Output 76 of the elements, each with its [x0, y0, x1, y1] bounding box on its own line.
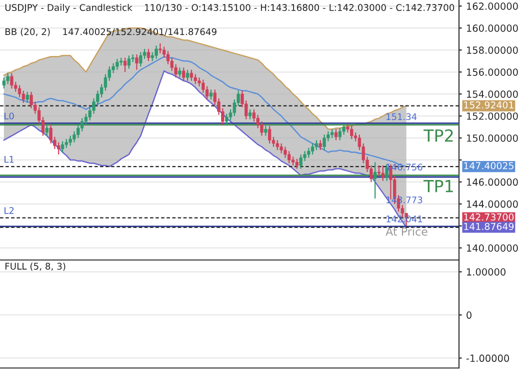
candlestick — [276, 140, 279, 151]
annotation: L1 — [4, 156, 14, 163]
ref-line-label: TP2 — [424, 129, 453, 142]
annotation: At Price — [386, 227, 428, 236]
candlestick — [322, 134, 326, 151]
candlestick — [307, 147, 310, 158]
y-tick-label: 144.00000 — [467, 200, 518, 208]
candlestick — [178, 67, 182, 78]
ref-line-label: 141.87649 — [464, 222, 514, 230]
candlestick — [264, 125, 268, 136]
candlestick — [26, 91, 29, 104]
candlestick — [84, 113, 88, 126]
y-tick-label: 156.00000 — [467, 68, 518, 76]
candlestick — [80, 118, 84, 132]
candlestick — [139, 52, 142, 68]
annotation: L0 — [4, 112, 14, 120]
ref-line-label: 152.92401 — [464, 101, 514, 109]
candlestick — [280, 142, 283, 154]
candlestick — [381, 164, 384, 182]
candlestick — [166, 50, 170, 65]
candlestick — [288, 150, 291, 164]
candlestick — [334, 128, 338, 141]
candlestick — [146, 48, 150, 62]
candlestick — [268, 125, 272, 144]
annotation: 151.34 — [386, 113, 417, 120]
candlestick — [374, 162, 377, 199]
candlestick — [116, 58, 119, 70]
y-tick-label: 0 — [466, 311, 472, 319]
candlestick — [248, 108, 252, 120]
candlestick — [2, 76, 6, 90]
candlestick — [135, 54, 138, 70]
chart-title: USDJPY - Daily - Candlestick 110/130 - O:143.15100 - H:143.16800 - L:142.03000 - C:142.73700 — [5, 4, 454, 13]
candlestick — [350, 125, 354, 140]
candlestick — [68, 135, 72, 146]
candlestick — [252, 108, 256, 122]
y-tick-label: 154.00000 — [467, 90, 518, 98]
candlestick — [127, 54, 131, 70]
candlestick — [60, 140, 64, 153]
candlestick — [314, 140, 318, 151]
y-tick-label: 160.00000 — [467, 24, 518, 32]
y-tick-label: 152.00000 — [467, 112, 518, 120]
candlestick — [158, 42, 162, 54]
y-tick-label: 1.00000 — [467, 268, 506, 276]
candlestick — [310, 142, 314, 156]
ref-line-label: 147.40025 — [464, 162, 514, 170]
candlestick — [142, 48, 146, 60]
candlestick — [194, 74, 197, 85]
ref-line-label: 142.73700 — [464, 213, 514, 221]
candlestick — [18, 84, 22, 98]
candlestick — [377, 164, 381, 178]
chart-title: FULL (5, 8, 3) — [5, 262, 66, 271]
candlestick — [338, 128, 342, 141]
candlestick — [225, 113, 228, 126]
y-tick-label: 146.00000 — [467, 178, 518, 186]
y-tick-label: 162.00000 — [467, 2, 518, 10]
candlestick — [299, 154, 302, 170]
y-tick-label: 150.00000 — [467, 134, 518, 142]
candlestick — [6, 72, 10, 85]
candlestick — [154, 45, 158, 60]
y-tick-label: 158.00000 — [467, 46, 518, 54]
candlestick — [186, 69, 190, 82]
candlestick — [123, 57, 127, 73]
candlestick — [45, 124, 48, 136]
candlestick — [182, 67, 186, 82]
annotation: L2 — [4, 207, 14, 214]
y-tick-label: -1.00000 — [466, 354, 510, 362]
ref-line-label: TP1 — [424, 180, 453, 192]
candlestick — [318, 140, 322, 151]
y-tick-label: 140.00000 — [467, 244, 518, 252]
candlestick — [295, 158, 299, 170]
candlestick — [190, 69, 194, 82]
candlestick — [205, 86, 209, 100]
candlestick — [209, 89, 213, 100]
candlestick — [104, 74, 108, 92]
candlestick — [10, 72, 14, 90]
candlestick — [385, 164, 388, 182]
